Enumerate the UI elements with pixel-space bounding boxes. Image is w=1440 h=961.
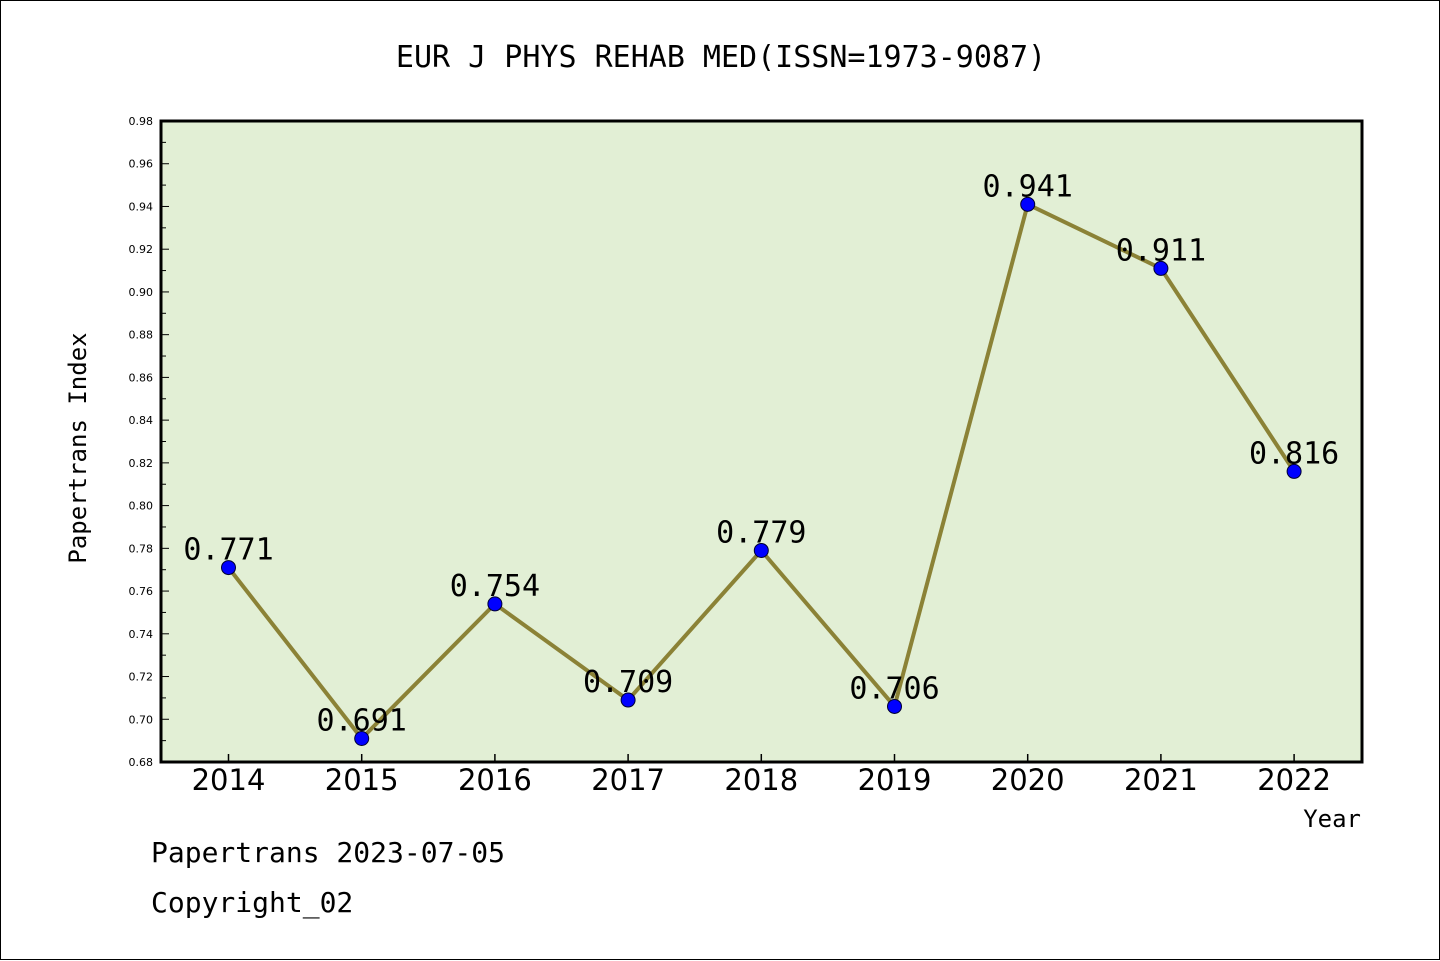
x-tick-label: 2016 <box>458 763 532 797</box>
y-tick-label: 0.84 <box>129 414 154 427</box>
x-tick-label: 2019 <box>858 763 932 797</box>
x-tick-label: 2022 <box>1257 763 1331 797</box>
data-label: 0.816 <box>1249 436 1339 471</box>
data-label: 0.709 <box>583 665 673 700</box>
data-point <box>1153 260 1169 276</box>
x-axis: 2014 2015 2016 2017 2018 2019 2020 2021 2022 <box>192 754 1331 797</box>
x-tick-label: 2014 <box>192 763 266 797</box>
x-tick-label: 2021 <box>1124 763 1198 797</box>
y-tick-label: 0.90 <box>129 286 154 299</box>
y-tick-label: 0.80 <box>129 500 154 513</box>
series-group: 0.771 0.691 0.754 0.709 0.779 0.706 0.941 0.911… <box>183 169 1339 746</box>
y-tick-label: 0.78 <box>129 542 154 555</box>
data-point <box>487 596 503 612</box>
x-axis-label: Year <box>1303 805 1361 833</box>
data-label: 0.911 <box>1116 233 1206 268</box>
data-point <box>1286 463 1302 479</box>
data-point <box>221 560 236 576</box>
data-point <box>1020 196 1036 212</box>
footer-copyright: Copyright_02 <box>151 886 354 919</box>
y-axis-label: Papertrans Index <box>64 332 92 563</box>
y-tick-label: 0.74 <box>129 628 154 641</box>
plot-area <box>159 119 1364 764</box>
y-tick-label: 0.72 <box>129 671 154 684</box>
y-tick-label: 0.70 <box>129 713 154 726</box>
x-tick-label: 2018 <box>724 763 798 797</box>
y-tick-label: 0.96 <box>129 158 154 171</box>
data-point <box>620 692 636 708</box>
y-axis: 0.68 0.70 0.72 0.74 0.76 0.78 0.80 0.82 0.84 0.86… <box>129 115 169 769</box>
data-point <box>753 542 769 558</box>
y-tick-label: 0.88 <box>129 329 154 342</box>
x-tick-label: 2015 <box>325 763 399 797</box>
footer-date: Papertrans 2023-07-05 <box>151 836 506 869</box>
y-tick-label: 0.92 <box>129 243 154 256</box>
data-label: 0.754 <box>450 569 540 604</box>
data-label: 0.771 <box>183 533 273 568</box>
y-tick-label: 0.94 <box>129 200 154 213</box>
y-tick-label: 0.68 <box>129 756 154 769</box>
x-tick-label: 2017 <box>591 763 665 797</box>
y-tick-label: 0.86 <box>129 371 154 384</box>
y-tick-label: 0.98 <box>129 115 154 128</box>
chart-title: EUR J PHYS REHAB MED(ISSN=1973-9087) <box>396 40 1046 75</box>
data-label: 0.706 <box>849 671 939 706</box>
y-tick-label: 0.82 <box>129 457 154 470</box>
data-point <box>354 730 370 746</box>
x-tick-label: 2020 <box>991 763 1065 797</box>
y-tick-label: 0.76 <box>129 585 154 598</box>
data-label: 0.779 <box>716 515 806 550</box>
data-label: 0.941 <box>983 169 1073 204</box>
data-label: 0.691 <box>317 703 407 738</box>
data-point <box>887 698 902 714</box>
